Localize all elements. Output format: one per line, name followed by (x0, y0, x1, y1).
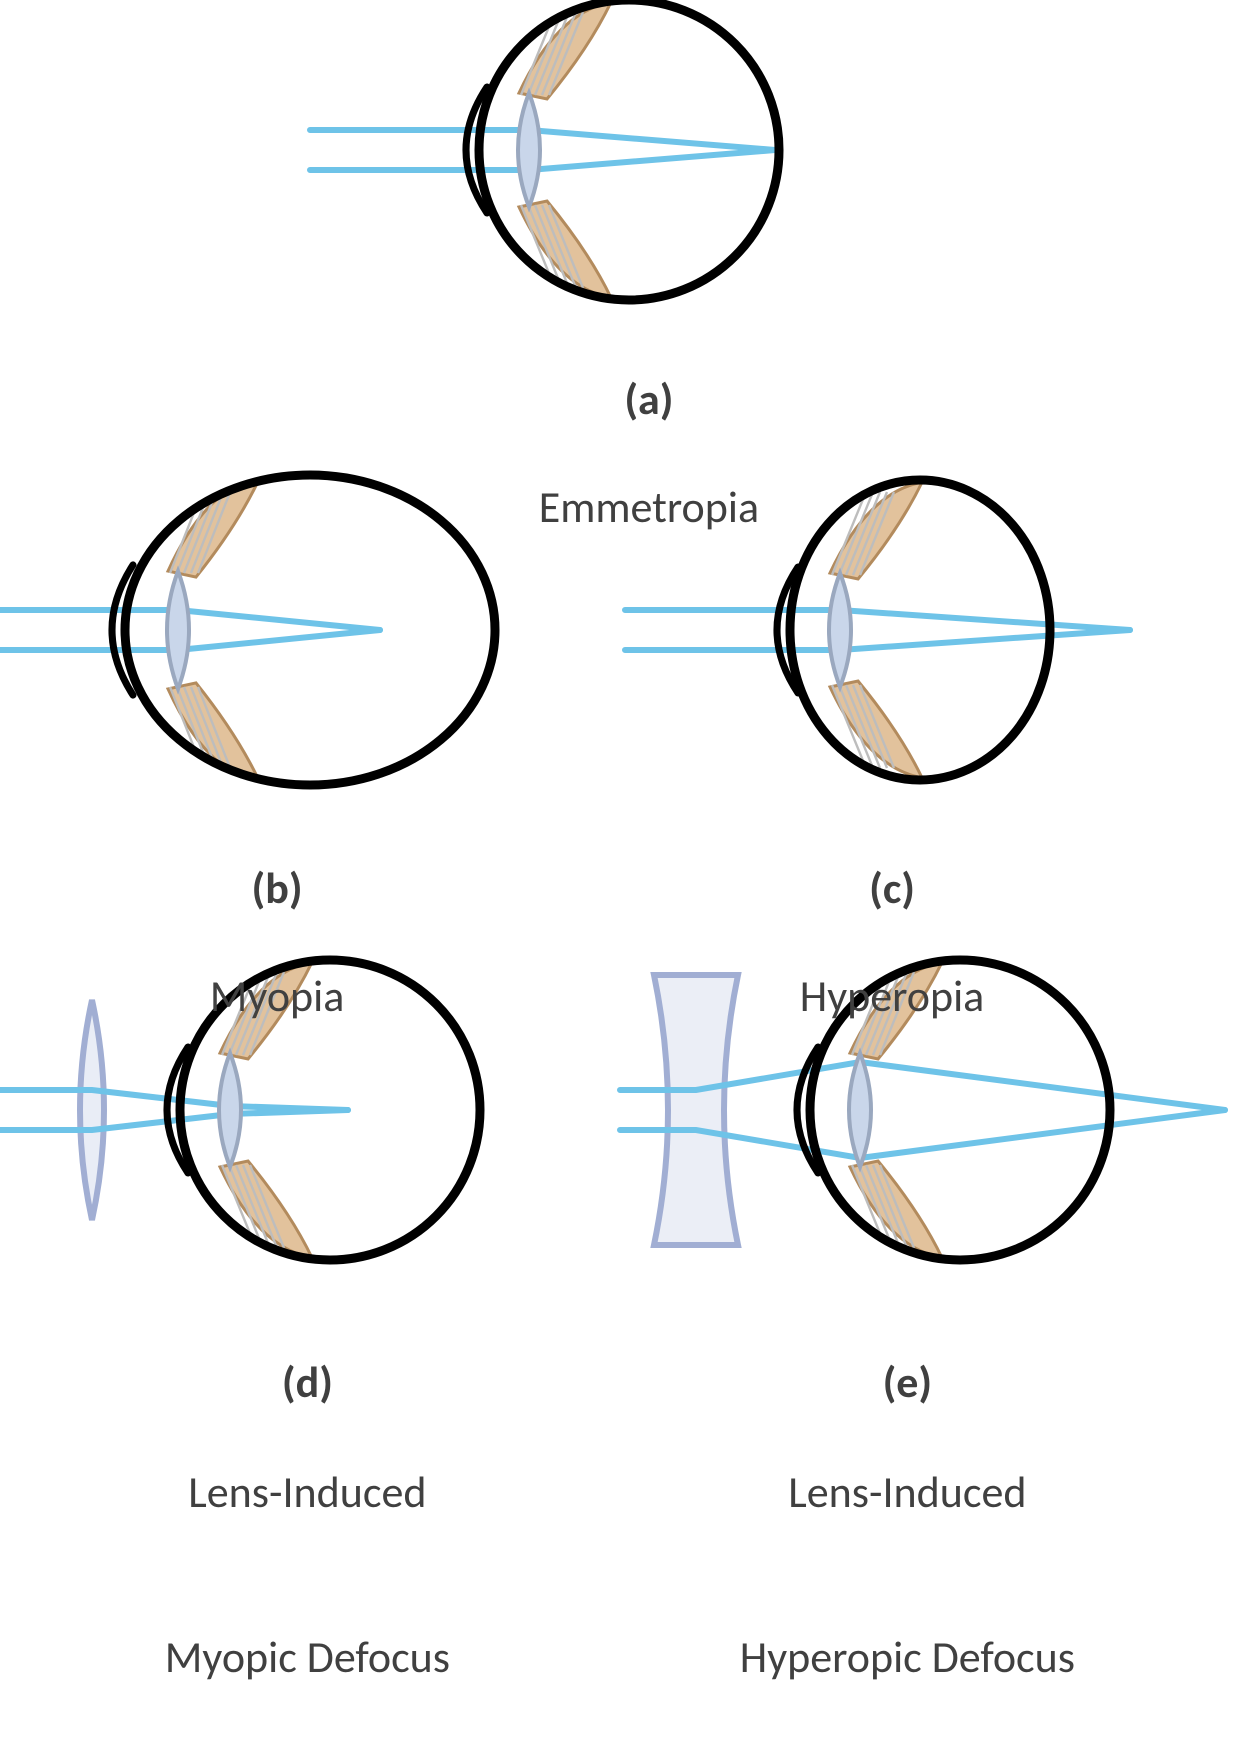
figure-refractive-states: (a) Emmetropia (b) Myopia (c) Hyperopia … (0, 0, 1258, 1493)
caption-e-tag: (e) (883, 1355, 933, 1409)
caption-c-label: Hyperopia (800, 969, 984, 1023)
caption-b: (b) Myopia (170, 807, 344, 1077)
caption-e-label1: Lens-Induced (788, 1465, 1026, 1519)
caption-b-label: Myopia (210, 969, 345, 1023)
caption-e-label2: Hyperopic Defocus (740, 1630, 1075, 1684)
caption-b-tag: (b) (252, 861, 303, 915)
caption-d-label2: Myopic Defocus (165, 1630, 450, 1684)
caption-a: (a) Emmetropia (0, 318, 1258, 588)
figure-svg (0, 0, 1258, 1493)
caption-c-tag: (c) (869, 861, 915, 915)
caption-c: (c) Hyperopia (760, 807, 984, 1077)
caption-d-tag: (d) (282, 1355, 333, 1409)
caption-e: (e) Lens-Induced Hyperopic Defocus (700, 1300, 1075, 1740)
caption-a-label: Emmetropia (539, 480, 759, 534)
caption-d: (d) Lens-Induced Myopic Defocus (125, 1300, 450, 1740)
caption-a-tag: (a) (624, 372, 673, 426)
caption-d-label1: Lens-Induced (188, 1465, 426, 1519)
